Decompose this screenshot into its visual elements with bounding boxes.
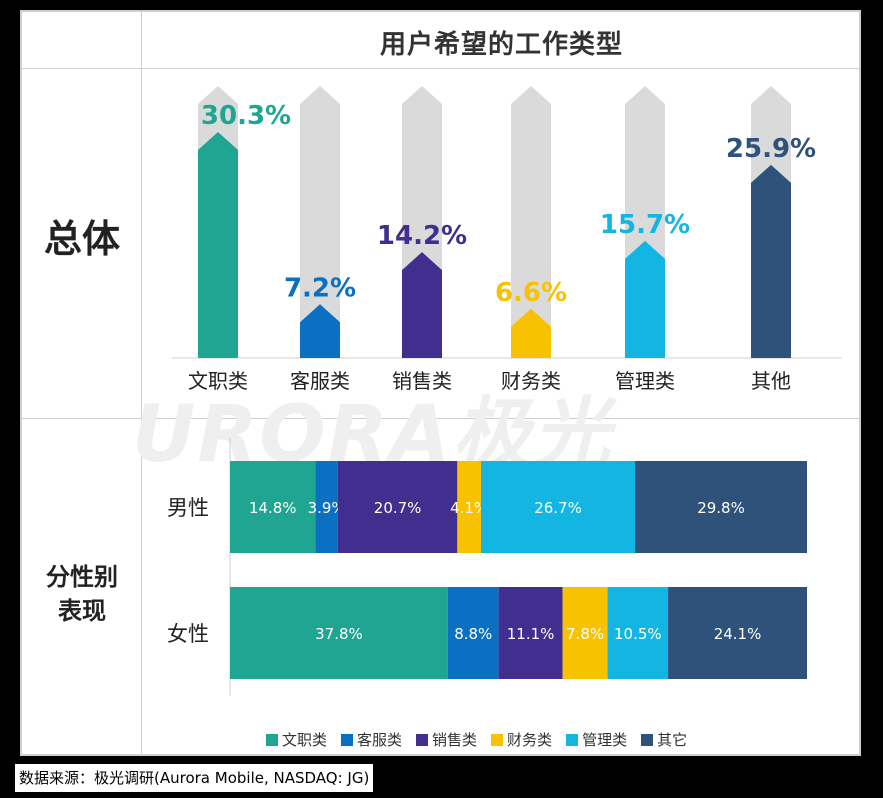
segment-label: 4.1%	[450, 499, 488, 517]
section-label-gender-line1: 分性别	[46, 563, 118, 591]
chart-frame: 用户希望的工作类型 总体 分性别 表现 URORA极光 30.3% 文职类 7.2%…	[20, 10, 861, 756]
category-label: 客服类	[290, 369, 350, 393]
bar-客服类	[300, 304, 340, 358]
legend-item: 财务类	[491, 729, 552, 750]
segment-label: 20.7%	[374, 499, 422, 517]
data-label: 15.7%	[600, 210, 690, 240]
bar-background	[300, 86, 340, 358]
segment-label: 3.9%	[308, 499, 346, 517]
segment-财务类	[457, 461, 481, 553]
section-label-overall: 总体	[43, 217, 120, 261]
legend-swatch	[491, 733, 504, 746]
segment-客服类	[315, 461, 338, 553]
segment-其它	[668, 587, 807, 679]
segment-label: 8.8%	[454, 625, 492, 643]
segment-销售类	[337, 461, 458, 553]
bar-文职类	[198, 132, 238, 358]
legend-item: 文职类	[266, 729, 327, 750]
segment-文职类	[230, 461, 316, 553]
segment-财务类	[562, 587, 608, 679]
category-label: 文职类	[188, 369, 248, 393]
segment-销售类	[498, 587, 563, 679]
row-label: 女性	[167, 622, 209, 646]
chart-title: 用户希望的工作类型	[379, 30, 623, 60]
segment-label: 37.8%	[315, 625, 363, 643]
data-label: 30.3%	[201, 101, 291, 131]
divider	[22, 418, 861, 419]
legend-label: 其它	[657, 731, 688, 749]
bar-其他	[751, 164, 791, 358]
legend: 文职类 客服类 销售类 财务类 管理类 其它	[266, 729, 687, 750]
segment-客服类	[447, 587, 499, 679]
overall-bar-chart: 30.3% 文职类 7.2% 客服类 14.2% 销售类 6.6% 财务类 15.7% 管理类 25…	[172, 86, 842, 393]
category-label: 管理类	[615, 369, 675, 393]
segment-label: 14.8%	[249, 499, 297, 517]
legend-label: 销售类	[432, 731, 478, 749]
segment-label: 7.8%	[566, 625, 604, 643]
segment-label: 26.7%	[534, 499, 582, 517]
legend-label: 管理类	[582, 731, 628, 749]
legend-label: 财务类	[507, 731, 553, 749]
segment-label: 29.8%	[697, 499, 745, 517]
legend-label: 客服类	[357, 731, 403, 749]
data-label: 6.6%	[495, 278, 567, 308]
gender-stacked-bar-chart: 男性 14.8% 3.9% 20.7% 4.1% 26.7% 29.8% 女性 37.8% 8.8…	[167, 438, 807, 696]
row-label: 男性	[167, 496, 209, 520]
legend-item: 销售类	[416, 729, 477, 750]
data-label: 25.9%	[726, 134, 816, 164]
segment-管理类	[607, 587, 669, 679]
segment-文职类	[230, 587, 448, 679]
data-label: 14.2%	[377, 221, 467, 251]
legend-item: 管理类	[566, 729, 627, 750]
divider	[22, 68, 861, 69]
bar-管理类	[625, 240, 665, 358]
segment-label: 24.1%	[714, 625, 762, 643]
legend-item: 客服类	[341, 729, 402, 750]
category-label: 其他	[751, 369, 791, 393]
section-label-gender-line2: 表现	[58, 597, 106, 625]
legend-item: 其它	[641, 729, 687, 750]
legend-swatch	[641, 733, 654, 746]
segment-管理类	[480, 461, 636, 553]
section-label-gender: 分性别 表现	[22, 560, 142, 628]
divider	[141, 12, 142, 756]
data-label: 7.2%	[284, 273, 356, 303]
segment-label: 11.1%	[507, 625, 555, 643]
legend-swatch	[416, 733, 429, 746]
legend-swatch	[341, 733, 354, 746]
legend-swatch	[566, 733, 579, 746]
bar-background	[511, 86, 551, 358]
legend-label: 文职类	[282, 731, 328, 749]
category-label: 销售类	[392, 369, 452, 393]
segment-label: 10.5%	[614, 625, 662, 643]
category-label: 财务类	[501, 369, 561, 393]
source-note: 数据来源：极光调研(Aurora Mobile, NASDAQ: JG)	[15, 764, 374, 792]
legend-swatch	[266, 733, 278, 746]
bar-销售类	[402, 252, 442, 358]
segment-其它	[635, 461, 807, 553]
bar-财务类	[511, 308, 551, 358]
